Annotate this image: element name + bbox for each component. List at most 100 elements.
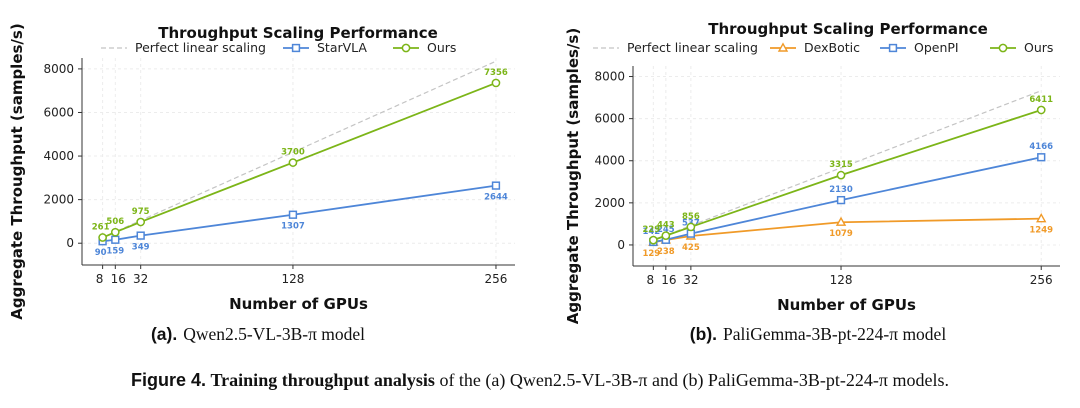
data-label: 6411 — [1029, 95, 1053, 105]
reference-line — [653, 90, 1042, 241]
data-point — [136, 217, 146, 227]
y-tick-label: 8000 — [43, 62, 74, 76]
data-point — [1036, 213, 1047, 223]
figure-caption: Figure 4. Training throughput analysis o… — [0, 370, 1080, 391]
figure-charts: 0 2000 4000 6000 8000 8 16 32 128 256 Throughput S… — [8, 20, 1060, 344]
data-label: 261 — [92, 223, 110, 233]
legend-marker — [777, 42, 789, 52]
panel-caption-text: Qwen2.5-VL-3B-π model — [183, 324, 365, 344]
data-point — [136, 231, 145, 240]
data-point — [835, 216, 847, 226]
data-label: 7356 — [484, 68, 508, 78]
data-label: 238 — [657, 247, 675, 257]
data-point — [661, 231, 671, 240]
data-point — [288, 158, 298, 167]
legend-marker — [401, 43, 411, 53]
y-tick-label: 4000 — [594, 154, 625, 168]
y-tick-label: 6000 — [594, 112, 625, 126]
data-point — [648, 235, 658, 245]
legend: Perfect linear scaling DexBotic OpenPI Ours — [593, 40, 1053, 55]
legend-label: DexBotic — [804, 40, 860, 55]
data-label: 1307 — [281, 222, 305, 232]
legend-marker — [888, 43, 898, 53]
data-point — [836, 195, 846, 205]
data-point — [1037, 153, 1046, 162]
x-tick-label: 256 — [485, 272, 508, 286]
legend-marker — [998, 43, 1008, 53]
data-label: 349 — [132, 243, 150, 253]
data-point — [111, 235, 120, 244]
legend-label: StarVLA — [317, 40, 367, 55]
data-label: 2130 — [829, 185, 853, 195]
data-point — [110, 227, 120, 237]
figure-caption-rest: of the (a) Qwen2.5-VL-3B-π and (b) PaliG… — [434, 370, 949, 390]
x-tick-label: 32 — [683, 273, 698, 287]
legend-marker — [291, 43, 301, 53]
y-axis-label: Aggregate Throughput (samples/s) — [8, 23, 26, 319]
series-starvla: 90 159 349 1307 2644 — [95, 181, 508, 258]
x-tick-label: 8 — [647, 273, 655, 287]
y-tick-label: 0 — [617, 238, 625, 252]
data-point — [98, 233, 107, 242]
data-label: 4166 — [1029, 142, 1053, 152]
data-label: 229 — [642, 225, 660, 235]
data-label: 1249 — [1029, 226, 1053, 236]
y-tick-label: 0 — [66, 236, 74, 250]
x-axis-label: Number of GPUs — [229, 295, 368, 313]
x-axis-label: Number of GPUs — [777, 296, 916, 314]
panel-caption-label: (a). — [151, 324, 177, 344]
x-tick-label: 16 — [111, 272, 126, 286]
legend-label: Ours — [1024, 40, 1053, 55]
data-point — [836, 170, 846, 180]
legend: Perfect linear scaling StarVLA Ours — [101, 40, 456, 55]
data-label: 975 — [132, 207, 150, 217]
data-point — [686, 222, 696, 232]
data-label: 425 — [682, 243, 700, 253]
panel-caption: (b). PaliGemma-3B-pt-224-π model — [690, 324, 947, 344]
data-label: 142 — [642, 227, 660, 237]
y-axis-label: Aggregate Throughput (samples/s) — [564, 28, 582, 324]
panel-caption-text: PaliGemma-3B-pt-224-π model — [723, 324, 946, 344]
chart-panel-b: 0 2000 4000 6000 8000 8 16 32 128 256 Throughput S… — [564, 20, 1060, 344]
legend-label: Perfect linear scaling — [135, 40, 266, 55]
panel-caption-label: (b). — [690, 324, 717, 344]
x-tick-label: 32 — [133, 272, 148, 286]
panel-caption: (a). Qwen2.5-VL-3B-π model — [151, 324, 365, 344]
x-tick-label: 128 — [830, 273, 853, 287]
data-label: 245 — [657, 225, 675, 235]
data-point — [491, 181, 501, 190]
data-label: 159 — [106, 247, 124, 257]
x-tick-label: 16 — [661, 273, 676, 287]
data-label: 90 — [95, 248, 107, 258]
data-point — [1036, 105, 1046, 115]
series-line — [653, 109, 1042, 241]
chart-title: Throughput Scaling Performance — [708, 20, 988, 38]
x-tick-label: 128 — [281, 272, 304, 286]
x-tick-label: 256 — [1030, 273, 1053, 287]
data-label: 2644 — [484, 193, 508, 203]
data-label: 856 — [682, 212, 700, 222]
data-label: 129 — [642, 249, 660, 259]
data-label: 3315 — [829, 160, 853, 170]
y-tick-label: 8000 — [594, 70, 625, 84]
data-point — [288, 210, 298, 219]
legend-label: OpenPI — [914, 40, 959, 55]
x-tick-label: 8 — [96, 272, 104, 286]
data-label: 3700 — [281, 148, 305, 158]
y-tick-label: 4000 — [43, 149, 74, 163]
data-label: 1079 — [829, 229, 853, 239]
y-tick-label: 2000 — [43, 193, 74, 207]
y-tick-label: 6000 — [43, 105, 74, 119]
y-tick-label: 2000 — [594, 196, 625, 210]
figure-caption-bold: Training throughput analysis — [210, 370, 435, 390]
data-label: 506 — [106, 217, 124, 227]
figure-caption-label: Figure 4. — [131, 370, 207, 390]
legend-label: Perfect linear scaling — [627, 40, 758, 55]
chart-title: Throughput Scaling Performance — [158, 24, 438, 42]
data-label: 443 — [657, 221, 675, 231]
legend-label: Ours — [427, 40, 456, 55]
data-point — [491, 78, 501, 88]
